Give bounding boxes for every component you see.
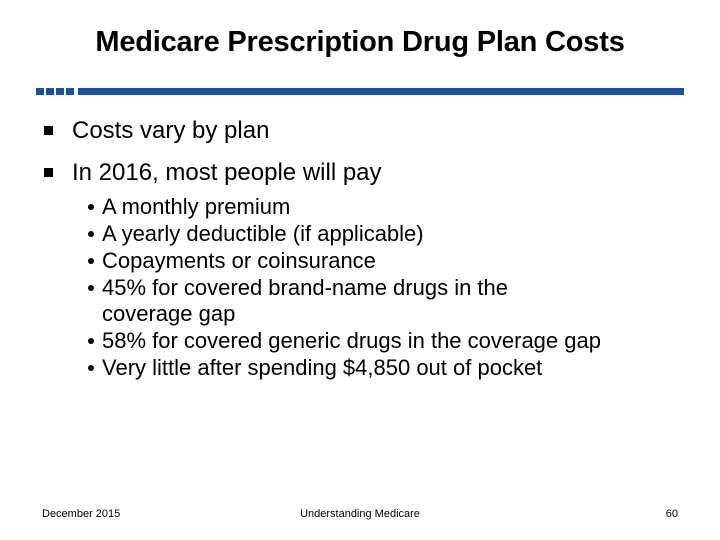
bullet-item: Costs vary by plan bbox=[44, 116, 694, 146]
round-bullet-icon bbox=[88, 204, 94, 210]
round-bullet-icon bbox=[88, 365, 94, 371]
sub-bullet-text: 58% for covered generic drugs in the cov… bbox=[102, 328, 601, 353]
sub-bullet-item: A monthly premium bbox=[44, 194, 694, 220]
sub-bullet-item: 45% for covered brand-name drugs in the … bbox=[44, 275, 572, 327]
square-bullet-icon bbox=[44, 168, 53, 177]
sub-bullet-text: A monthly premium bbox=[102, 194, 291, 219]
sub-bullet-text: Very little after spending $4,850 out of… bbox=[102, 355, 543, 380]
rule-segment bbox=[66, 88, 74, 95]
sub-bullet-text: Copayments or coinsurance bbox=[102, 248, 376, 273]
rule-main bbox=[78, 88, 684, 95]
bullet-text: Costs vary by plan bbox=[72, 117, 270, 144]
sub-bullet-item: Very little after spending $4,850 out of… bbox=[44, 355, 694, 381]
round-bullet-icon bbox=[88, 338, 94, 344]
page-number: 60 bbox=[665, 508, 678, 520]
rule-segment bbox=[56, 88, 64, 95]
rule-segment bbox=[46, 88, 54, 95]
slide-body: Costs vary by plan In 2016, most people … bbox=[44, 116, 694, 382]
bullet-text: In 2016, most people will pay bbox=[72, 159, 382, 186]
sub-bullet-text: A yearly deductible (if applicable) bbox=[102, 221, 424, 246]
sub-bullet-text: 45% for covered brand-name drugs in the … bbox=[102, 275, 509, 326]
round-bullet-icon bbox=[88, 258, 94, 264]
footer-date: December 2015 bbox=[42, 508, 121, 520]
slide-title: Medicare Prescription Drug Plan Costs bbox=[95, 26, 625, 58]
bullet-item: In 2016, most people will pay bbox=[44, 158, 694, 188]
footer-title: Understanding Medicare bbox=[300, 508, 420, 520]
title-underline bbox=[36, 88, 684, 95]
rule-segment bbox=[36, 88, 44, 95]
square-bullet-icon bbox=[44, 126, 53, 135]
round-bullet-icon bbox=[88, 285, 94, 291]
sub-bullet-item: A yearly deductible (if applicable) bbox=[44, 221, 694, 247]
round-bullet-icon bbox=[88, 231, 94, 237]
sub-bullet-item: Copayments or coinsurance bbox=[44, 248, 694, 274]
sub-bullet-item: 58% for covered generic drugs in the cov… bbox=[44, 328, 694, 354]
